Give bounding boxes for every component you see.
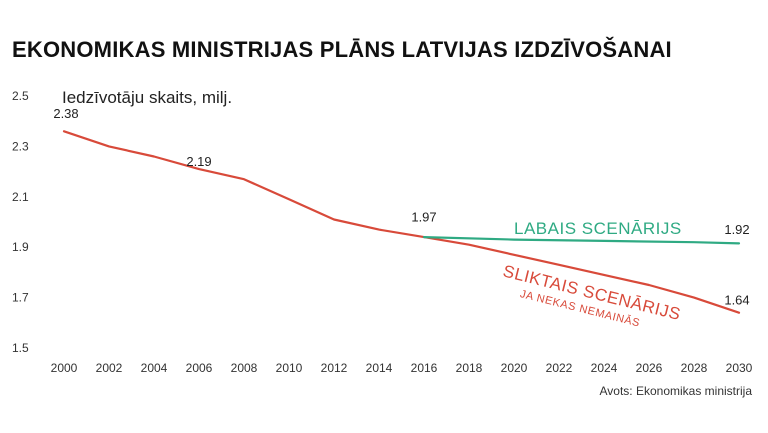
x-tick-label: 2014 (366, 361, 393, 375)
data-label: 1.64 (724, 293, 749, 308)
bad-scenario-line (62, 130, 741, 314)
y-ticks: 2.5 2.3 2.1 1.9 1.7 1.5 (12, 89, 29, 355)
x-tick-label: 2024 (591, 361, 618, 375)
x-tick-label: 2000 (51, 361, 78, 375)
chart-title: EKONOMIKAS MINISTRIJAS PLĀNS LATVIJAS IZ… (12, 37, 672, 62)
x-tick-label: 2020 (501, 361, 528, 375)
x-tick-label: 2022 (546, 361, 573, 375)
x-tick-label: 2016 (411, 361, 438, 375)
x-tick-label: 2026 (636, 361, 663, 375)
bad-scenario-label-group: SLIKTAIS SCENĀRIJS JA NEKAS NEMAINĀS (501, 261, 683, 329)
y-tick-label: 1.7 (12, 291, 29, 305)
y-tick-label: 2.3 (12, 139, 29, 153)
x-tick-label: 2002 (96, 361, 123, 375)
x-tick-label: 2006 (186, 361, 213, 375)
y-tick-label: 1.9 (12, 240, 29, 254)
y-axis-label: Iedzīvotāju skaits, milj. (62, 88, 232, 107)
data-label: 2.19 (186, 154, 211, 169)
x-tick-label: 2030 (726, 361, 753, 375)
x-ticks: 2000 2002 2004 2006 2008 2010 2012 2014 2016 2018… (51, 361, 753, 375)
data-labels: 2.38 2.19 1.97 1.92 1.64 (53, 106, 749, 307)
y-tick-label: 1.5 (12, 341, 29, 355)
data-label: 1.97 (411, 210, 436, 225)
data-label: 1.92 (724, 222, 749, 237)
x-tick-label: 2008 (231, 361, 258, 375)
x-tick-label: 2018 (456, 361, 483, 375)
x-tick-label: 2004 (141, 361, 168, 375)
good-scenario-line (422, 236, 741, 245)
source-note: Avots: Ekonomikas ministrija (600, 384, 753, 398)
y-tick-label: 2.1 (12, 190, 29, 204)
x-tick-label: 2010 (276, 361, 303, 375)
y-tick-label: 2.5 (12, 89, 29, 103)
x-tick-label: 2028 (681, 361, 708, 375)
x-tick-label: 2012 (321, 361, 348, 375)
data-label: 2.38 (53, 106, 78, 121)
series-lines (62, 130, 741, 314)
good-scenario-label: LABAIS SCENĀRIJS (514, 219, 682, 238)
